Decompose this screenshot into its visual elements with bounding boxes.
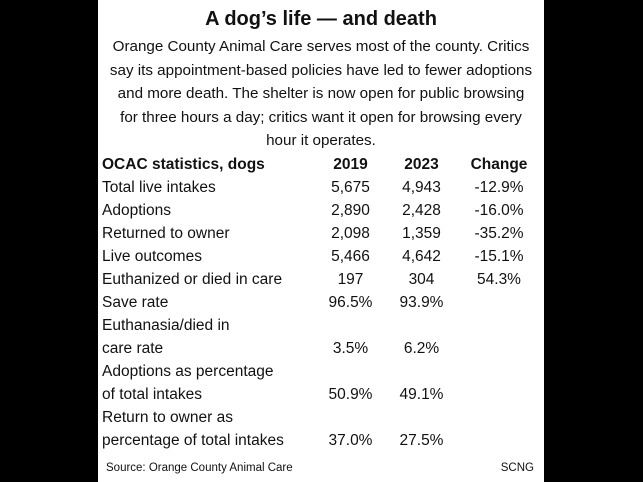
value-2019: 37.0% xyxy=(328,432,373,449)
chart-title: A dog’s life — and death xyxy=(205,8,437,30)
table-row: Euthanized or died in care 197 304 54.3% xyxy=(102,268,538,291)
row-label: Return to owner as xyxy=(102,409,233,426)
table-row: Euthanasia/died in xyxy=(102,314,538,337)
column-header-metric: OCAC statistics, dogs xyxy=(102,156,265,173)
value-2023: 6.2% xyxy=(403,340,440,357)
value-change xyxy=(460,314,538,337)
row-label: Save rate xyxy=(102,294,169,311)
table-row: Return to owner as xyxy=(102,406,538,429)
value-2023 xyxy=(383,406,460,429)
row-label: of total intakes xyxy=(102,386,202,403)
value-change xyxy=(460,291,538,314)
value-change: -15.1% xyxy=(474,248,524,265)
row-label: Euthanasia/died in xyxy=(102,317,230,334)
row-label: percentage of total intakes xyxy=(102,432,284,449)
infographic-card: A dog’s life — and death Orange County A… xyxy=(98,0,544,482)
table-row: Live outcomes 5,466 4,642 -15.1% xyxy=(102,245,538,268)
value-2019: 5,675 xyxy=(331,179,370,196)
table-row: of total intakes 50.9% 49.1% xyxy=(102,383,538,406)
value-change xyxy=(460,406,538,429)
row-label: Returned to owner xyxy=(102,225,230,242)
table-row: Save rate 96.5% 93.9% xyxy=(102,291,538,314)
value-change xyxy=(460,337,538,360)
value-2019: 5,466 xyxy=(331,248,370,265)
value-2019: 2,890 xyxy=(331,202,370,219)
value-2023: 27.5% xyxy=(399,432,444,449)
value-2023: 2,428 xyxy=(402,202,441,219)
value-2019: 96.5% xyxy=(328,294,373,311)
table-row: Adoptions 2,890 2,428 -16.0% xyxy=(102,199,538,222)
row-label: Euthanized or died in care xyxy=(102,271,283,288)
credit-label: SCNG xyxy=(500,462,534,474)
table-row: Total live intakes 5,675 4,943 -12.9% xyxy=(102,176,538,199)
table-row: care rate 3.5% 6.2% xyxy=(102,337,538,360)
value-2019 xyxy=(318,360,383,383)
table-body: Total live intakes 5,675 4,943 -12.9% Adopti… xyxy=(102,176,538,452)
table-row: Returned to owner 2,098 1,359 -35.2% xyxy=(102,222,538,245)
value-2023: 304 xyxy=(408,271,435,288)
value-change: -12.9% xyxy=(474,179,524,196)
value-change xyxy=(460,360,538,383)
value-2023 xyxy=(383,360,460,383)
table-header-row: OCAC statistics, dogs 2019 2023 Change xyxy=(102,153,538,176)
value-change xyxy=(460,429,538,452)
value-change: 54.3% xyxy=(477,271,521,288)
row-label: Total live intakes xyxy=(102,179,216,196)
source-note: Source: Orange County Animal Care xyxy=(106,462,293,474)
table-row: percentage of total intakes 37.0% 27.5% xyxy=(102,429,538,452)
column-header-change: Change xyxy=(470,156,528,173)
value-2023 xyxy=(383,314,460,337)
value-2019: 2,098 xyxy=(331,225,370,242)
value-2023: 1,359 xyxy=(402,225,441,242)
value-2023: 93.9% xyxy=(399,294,444,311)
value-2019 xyxy=(318,406,383,429)
row-label: care rate xyxy=(102,340,164,357)
row-label: Adoptions as percentage xyxy=(102,363,274,380)
value-2023: 49.1% xyxy=(399,386,444,403)
column-header-2019: 2019 xyxy=(333,156,368,173)
value-2023: 4,642 xyxy=(402,248,441,265)
value-2019: 3.5% xyxy=(332,340,369,357)
table-row: Adoptions as percentage xyxy=(102,360,538,383)
column-header-2023: 2023 xyxy=(404,156,439,173)
value-2023: 4,943 xyxy=(402,179,441,196)
value-change: -16.0% xyxy=(474,202,524,219)
value-2019: 197 xyxy=(337,271,364,288)
statistics-table: OCAC statistics, dogs 2019 2023 Change T… xyxy=(102,153,538,452)
chart-subtitle: Orange County Animal Care serves most of… xyxy=(109,38,533,149)
value-change: -35.2% xyxy=(474,225,524,242)
row-label: Live outcomes xyxy=(102,248,202,265)
value-2019: 50.9% xyxy=(328,386,373,403)
row-label: Adoptions xyxy=(102,202,171,219)
value-change xyxy=(460,383,538,406)
value-2019 xyxy=(318,314,383,337)
